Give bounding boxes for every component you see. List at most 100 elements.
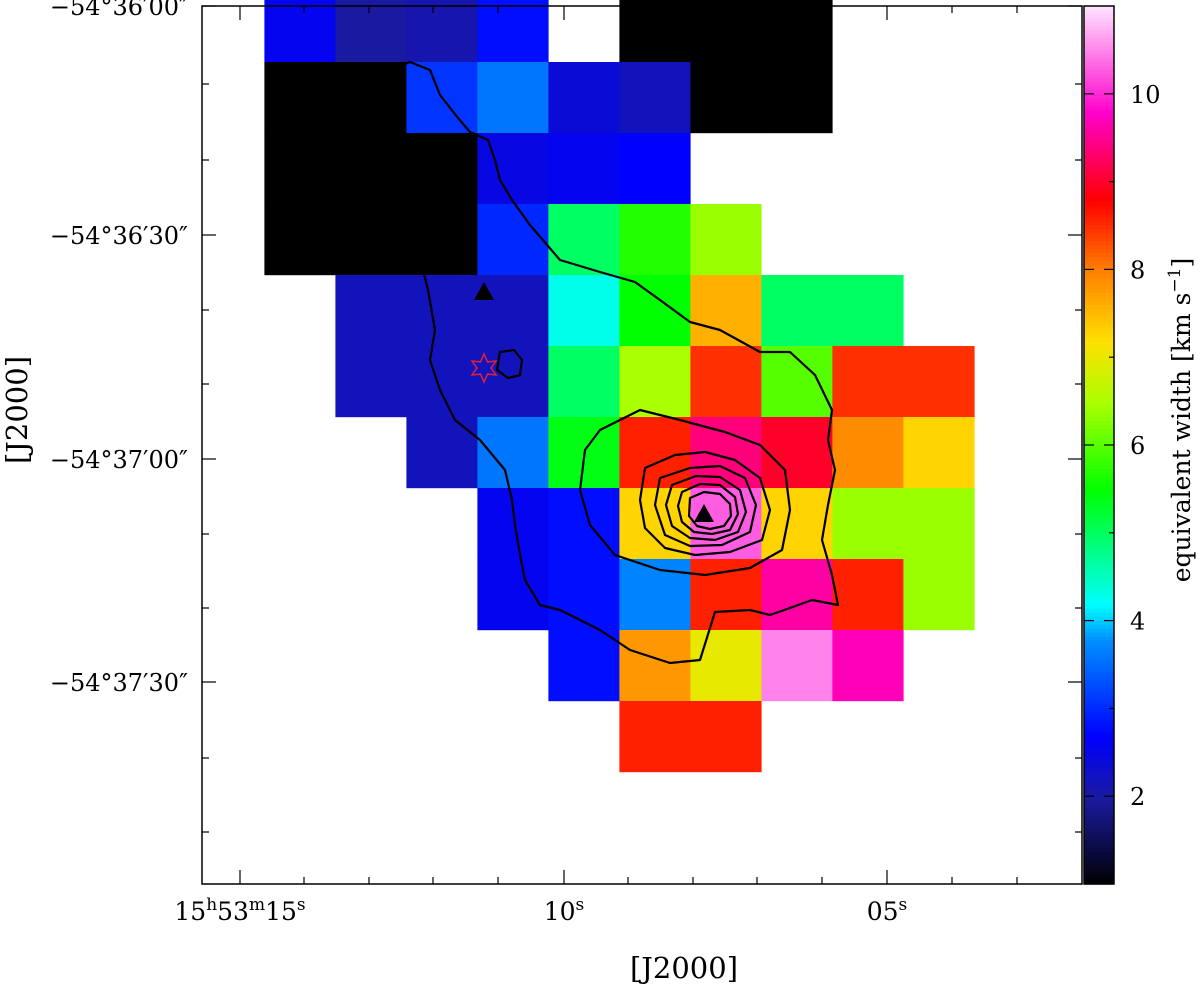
colorbar-segment	[1084, 389, 1114, 394]
heatmap-cell	[548, 62, 620, 134]
colorbar-segment	[1084, 736, 1114, 741]
colorbar-segment	[1084, 141, 1114, 147]
colorbar-segment	[1084, 504, 1114, 510]
colorbar-segment	[1084, 185, 1114, 191]
colorbar-segment	[1084, 173, 1114, 179]
colorbar-segment	[1084, 245, 1114, 251]
colorbar-segment	[1084, 193, 1114, 199]
colorbar-segment	[1084, 612, 1114, 618]
colorbar-segment	[1084, 748, 1114, 753]
heatmap-cell	[477, 488, 549, 560]
colorbar-segment	[1084, 840, 1114, 845]
colorbar-segment	[1084, 516, 1114, 522]
colorbar-segment	[1084, 381, 1114, 386]
colorbar-segment	[1084, 361, 1114, 366]
heatmap-cell	[264, 133, 336, 205]
colorbar-segment	[1084, 804, 1114, 809]
contour-lines	[370, 60, 840, 665]
plot-frame	[201, 5, 1083, 885]
colorbar-segment	[1084, 157, 1114, 163]
colorbar: 2 4 6 8 10	[1083, 5, 1161, 885]
colorbar-segment	[1084, 41, 1114, 47]
colorbar-segment	[1084, 17, 1114, 23]
colorbar-segment	[1084, 764, 1114, 769]
colorbar-segment	[1084, 520, 1114, 526]
heatmap-cell	[548, 559, 620, 631]
colorbar-segment	[1084, 880, 1114, 885]
colorbar-segment	[1084, 129, 1114, 135]
colorbar-segment	[1084, 273, 1114, 278]
colorbar-segment	[1084, 377, 1114, 382]
heatmap-cell	[619, 62, 691, 134]
colorbar-segment	[1084, 413, 1114, 418]
colorbar-segment	[1084, 788, 1114, 793]
colorbar-segment	[1084, 45, 1114, 51]
heatmap-cell	[690, 62, 762, 134]
colorbar-segment	[1084, 664, 1114, 670]
colorbar-segment	[1084, 544, 1114, 550]
heatmap-cell	[619, 275, 691, 347]
colorbar-segment	[1084, 732, 1114, 737]
colorbar-segment	[1084, 405, 1114, 410]
heatmap-cell	[832, 346, 904, 418]
heatmap-cell	[335, 62, 407, 134]
colorbar-segment	[1084, 373, 1114, 378]
heatmap-cell	[548, 275, 620, 347]
colorbar-segment	[1084, 6, 1114, 11]
heatmap-cell	[335, 204, 407, 276]
colorbar-segment	[1084, 197, 1114, 203]
colorbar-segment	[1084, 616, 1114, 622]
colorbar-segment	[1084, 33, 1114, 39]
colorbar-segment	[1084, 353, 1114, 358]
colorbar-segment	[1084, 81, 1114, 87]
colorbar-segment	[1084, 464, 1114, 470]
colorbar-segment	[1084, 644, 1114, 650]
heatmap-cell	[619, 701, 691, 773]
colorbar-tick-label: 6	[1130, 432, 1145, 460]
colorbar-segment	[1084, 844, 1114, 849]
colorbar-tick-label: 10	[1130, 81, 1161, 109]
colorbar-segment	[1084, 572, 1114, 578]
colorbar-segment	[1084, 720, 1114, 725]
colorbar-segment	[1084, 349, 1114, 354]
colorbar-segment	[1084, 257, 1114, 263]
colorbar-segment	[1084, 580, 1114, 586]
colorbar-segment	[1084, 189, 1114, 195]
heatmap-cell	[761, 346, 833, 418]
colorbar-segment	[1084, 181, 1114, 187]
colorbar-tick-label: 2	[1130, 783, 1145, 811]
colorbar-segment	[1084, 448, 1114, 454]
colorbar-segment	[1084, 524, 1114, 530]
colorbar-segment	[1084, 169, 1114, 175]
colorbar-segment	[1084, 480, 1114, 486]
heatmap-cell	[619, 559, 691, 631]
colorbar-segment	[1084, 704, 1114, 709]
heatmap-cell	[477, 559, 549, 631]
colorbar-segment	[1084, 293, 1114, 298]
colorbar-segment	[1084, 792, 1114, 797]
colorbar-segment	[1084, 321, 1114, 326]
colorbar-segment	[1084, 401, 1114, 406]
colorbar-segment	[1084, 289, 1114, 294]
heatmap-cell	[761, 488, 833, 560]
colorbar-segment	[1084, 868, 1114, 873]
colorbar-segment	[1084, 9, 1114, 15]
colorbar-segment	[1084, 73, 1114, 79]
colorbar-segment	[1084, 620, 1114, 626]
colorbar-segment	[1084, 385, 1114, 390]
colorbar-segment	[1084, 672, 1114, 678]
colorbar-segment	[1084, 540, 1114, 546]
colorbar-segment	[1084, 269, 1114, 274]
colorbar-segment	[1084, 369, 1114, 374]
colorbar-segment	[1084, 724, 1114, 729]
heatmap-cell	[335, 275, 407, 347]
heatmap-cells	[264, 0, 975, 773]
colorbar-segment	[1084, 696, 1114, 702]
heatmap-cell	[903, 346, 975, 418]
heatmap-cell	[761, 62, 833, 134]
colorbar-segment	[1084, 632, 1114, 638]
colorbar-segment	[1084, 824, 1114, 829]
colorbar-segment	[1084, 13, 1114, 19]
colorbar-segment	[1084, 437, 1114, 442]
colorbar-segment	[1084, 512, 1114, 518]
